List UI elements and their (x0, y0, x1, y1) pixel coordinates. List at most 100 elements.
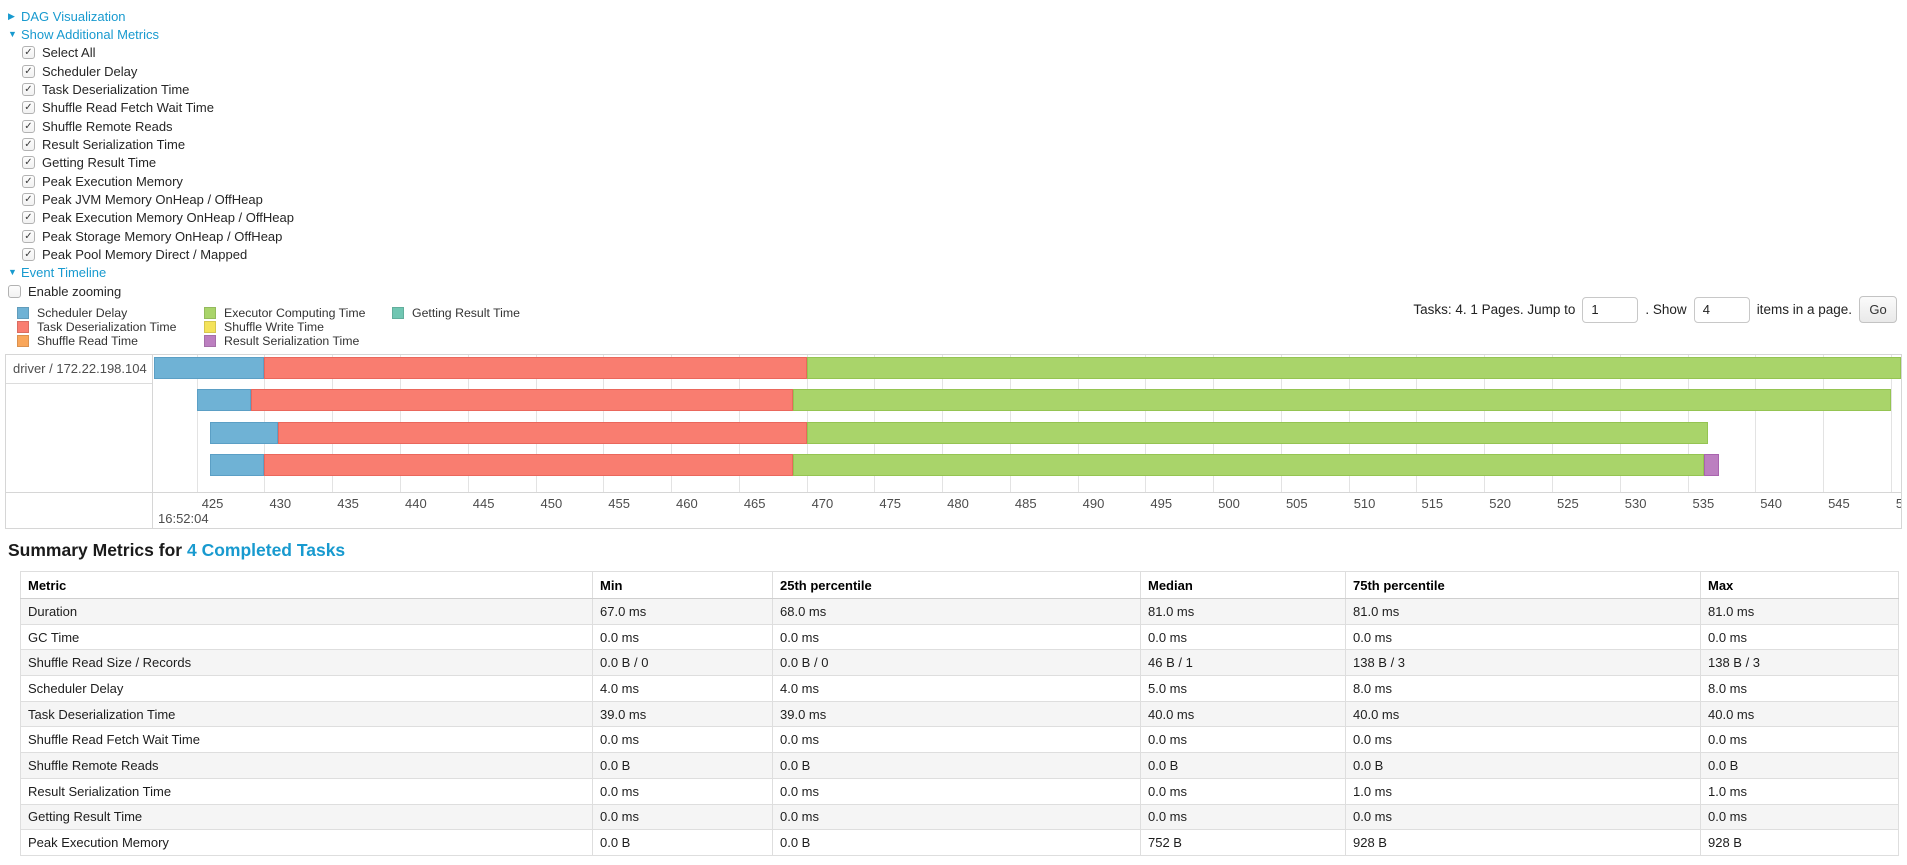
metric-value-cell: 0.0 ms (772, 726, 1141, 754)
task-bar-segment-scheduler_delay[interactable] (210, 421, 278, 444)
axis-gridline (1823, 355, 1825, 492)
checkbox-peak-execution-memory-onheap-offheap[interactable]: ✓ (22, 211, 35, 225)
legend-item-executor-computing-time: Executor Computing Time (204, 306, 392, 320)
timeline-plot[interactable] (154, 355, 1901, 492)
metric-checkbox-row: ✓ Peak JVM Memory OnHeap / OffHeap (22, 190, 294, 208)
metric-value-cell: 40.0 ms (1345, 700, 1701, 728)
event-timeline-label: Event Timeline (21, 265, 107, 281)
jump-to-page-input[interactable] (1582, 296, 1639, 323)
getting-result-time-swatch-icon (392, 307, 404, 320)
metric-value-cell: 138 B / 3 (1345, 649, 1701, 677)
checkbox-task-deserialization-time[interactable]: ✓ (22, 82, 35, 96)
axis-tick-label: 460 (676, 496, 698, 511)
axis-tick-label: 525 (1557, 496, 1579, 511)
checkbox-peak-pool-memory-direct-mapped[interactable]: ✓ (22, 247, 35, 261)
metric-name-cell: GC Time (20, 623, 593, 651)
go-button[interactable]: Go (1859, 296, 1897, 323)
legend-item-result-serialization-time: Result Serialization Time (204, 334, 392, 348)
table-row-shuffle-read-size-records: Shuffle Read Size / Records 0.0 B / 0 0.0 … (20, 649, 1899, 677)
completed-tasks-link[interactable]: 4 Completed Tasks (186, 540, 346, 560)
metric-checkbox-label: Shuffle Remote Reads (42, 118, 173, 134)
legend-column: Executor Computing Time Shuffle Write Tim… (204, 306, 392, 349)
axis-tick-label: 490 (1082, 496, 1105, 511)
metric-value-cell: 0.0 ms (1140, 803, 1346, 831)
metric-value-cell: 0.0 B (1700, 752, 1899, 779)
task-bar-segment-executor_computing[interactable] (793, 454, 1704, 477)
pagination-prefix-text: Tasks: 4. 1 Pages. Jump to (1413, 302, 1576, 317)
summary-title-text: Summary Metrics for (8, 540, 183, 560)
checkbox-result-serialization-time[interactable]: ✓ (22, 137, 35, 151)
metric-value-cell: 46 B / 1 (1140, 649, 1346, 677)
axis-tick-label: 485 (1014, 496, 1037, 511)
task-bar-segment-task_deserialization[interactable] (264, 357, 807, 379)
metric-value-cell: 0.0 ms (1345, 623, 1701, 651)
column-header-median: Median (1140, 571, 1346, 599)
axis-tick-label: 500 (1218, 496, 1240, 511)
metric-value-cell: 0.0 ms (1140, 623, 1346, 651)
column-header-min: Min (592, 571, 773, 599)
task-bar-segment-task_deserialization[interactable] (250, 389, 794, 412)
task-bar-segment-executor_computing[interactable] (793, 389, 1891, 412)
task-bar-segment-task_deserialization[interactable] (264, 454, 794, 477)
legend-column: Getting Result Time (392, 306, 520, 349)
page-size-input[interactable] (1693, 296, 1750, 323)
checkbox-peak-execution-memory[interactable]: ✓ (22, 174, 35, 188)
metric-value-cell: 0.0 ms (772, 803, 1141, 831)
metric-name-cell: Shuffle Read Fetch Wait Time (20, 726, 593, 754)
axis-tick-label: 455 (608, 496, 630, 511)
dag-visualization-toggle[interactable]: ▶ DAG Visualization (8, 7, 294, 25)
checkbox-peak-jvm-memory-onheap-offheap[interactable]: ✓ (22, 192, 35, 206)
task-bar-segment-executor_computing[interactable] (806, 421, 1708, 444)
legend-label: Task Deserialization Time (37, 320, 177, 335)
task-bar-segment-scheduler_delay[interactable] (196, 389, 251, 412)
show-additional-metrics-toggle[interactable]: ▼ Show Additional Metrics (8, 25, 294, 43)
metric-checkbox-label: Peak JVM Memory OnHeap / OffHeap (42, 191, 263, 207)
chevron-right-icon: ▶ (8, 10, 15, 21)
metric-value-cell: 81.0 ms (1700, 598, 1899, 625)
task-bar-segment-task_deserialization[interactable] (278, 421, 807, 444)
summary-table-body: Duration 67.0 ms 68.0 ms 81.0 ms 81.0 ms 81.0… (20, 598, 1899, 856)
table-row-shuffle-read-fetch-wait-time: Shuffle Read Fetch Wait Time 0.0 ms 0.0 ms… (20, 726, 1899, 754)
axis-separator (6, 492, 1901, 493)
metric-checkbox-row: ✓ Result Serialization Time (22, 135, 294, 153)
enable-zooming-label: Enable zooming (28, 283, 122, 299)
checkbox-select-all[interactable]: ✓ (22, 46, 35, 60)
metric-name-cell: Shuffle Remote Reads (20, 752, 593, 779)
summary-metrics-table: Metric Min 25th percentile Median 75th perce… (20, 571, 1899, 856)
metric-name-cell: Result Serialization Time (20, 777, 593, 805)
metric-checkbox-label: Result Serialization Time (42, 136, 186, 152)
task-bar-segment-scheduler_delay[interactable] (154, 357, 265, 379)
legend-label: Shuffle Write Time (224, 320, 325, 335)
axis-tick-label: 535 (1692, 496, 1715, 511)
metric-name-cell: Shuffle Read Size / Records (20, 649, 593, 677)
task-deserialization-time-swatch-icon (17, 321, 29, 334)
stage-options-panel: ▶ DAG Visualization ▼ Show Additional Me… (8, 7, 294, 300)
task-bar-segment-scheduler_delay[interactable] (210, 454, 265, 477)
checkbox-shuffle-read-fetch-wait-time[interactable]: ✓ (22, 101, 35, 115)
task-bar-segment-result_serialization[interactable] (1703, 454, 1719, 477)
metric-value-cell: 0.0 ms (592, 623, 773, 651)
event-timeline-toggle[interactable]: ▼ Event Timeline (8, 264, 294, 282)
metric-value-cell: 0.0 B (772, 829, 1141, 856)
enable-zooming-row: Enable zooming (8, 282, 294, 300)
axis-tick-label: 540 (1760, 496, 1782, 511)
metric-checkbox-row: ✓ Shuffle Remote Reads (22, 117, 294, 135)
legend-label: Scheduler Delay (37, 306, 128, 321)
dag-visualization-label: DAG Visualization (21, 8, 126, 24)
metric-value-cell: 0.0 ms (1345, 726, 1701, 754)
axis-gridline (196, 355, 198, 492)
axis-tick-label: 520 (1489, 496, 1511, 511)
axis-tick-label: 470 (811, 496, 834, 511)
checkbox-shuffle-remote-reads[interactable]: ✓ (22, 119, 35, 133)
metric-value-cell: 67.0 ms (592, 598, 773, 625)
metric-value-cell: 0.0 ms (592, 803, 773, 831)
table-row-shuffle-remote-reads: Shuffle Remote Reads 0.0 B 0.0 B 0.0 B 0.0 B… (20, 752, 1899, 779)
task-bar-segment-executor_computing[interactable] (806, 357, 1901, 379)
axis-tick-label: 465 (743, 496, 766, 511)
checkbox-getting-result-time[interactable]: ✓ (22, 156, 35, 170)
metric-value-cell: 0.0 ms (1700, 803, 1899, 831)
checkbox-scheduler-delay[interactable]: ✓ (22, 64, 35, 78)
enable-zooming-checkbox[interactable] (8, 284, 21, 298)
checkbox-peak-storage-memory-onheap-offheap[interactable]: ✓ (22, 229, 35, 243)
shuffle-read-time-swatch-icon (17, 335, 29, 348)
